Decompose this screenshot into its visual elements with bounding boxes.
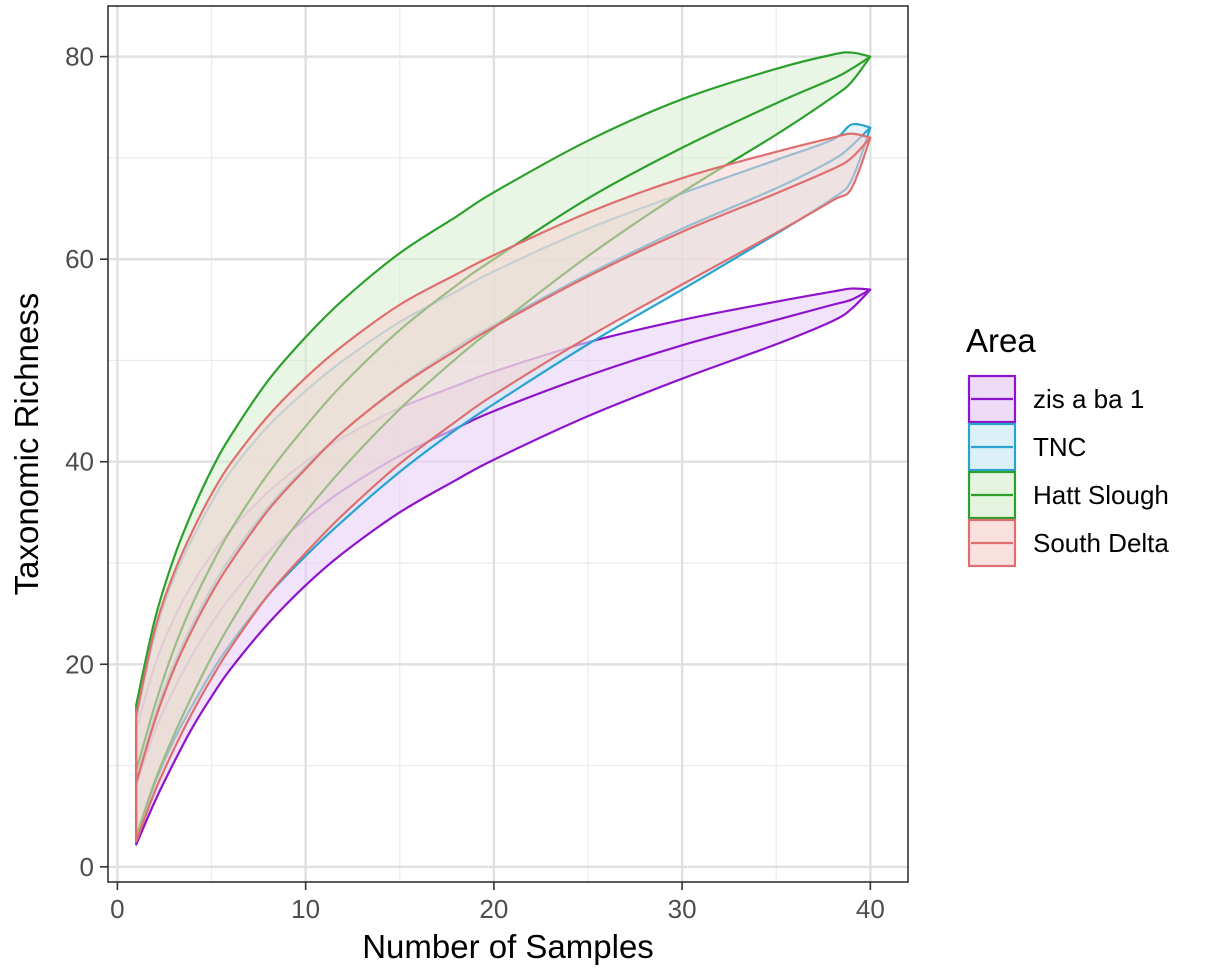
legend-item: South Delta <box>967 518 1169 568</box>
y-axis-title: Taxonomic Richness <box>8 293 45 596</box>
y-tick-label: 20 <box>65 649 94 679</box>
y-tick-label: 60 <box>65 244 94 274</box>
legend-label: Hatt Slough <box>1033 480 1169 510</box>
y-tick-label: 40 <box>65 447 94 477</box>
legend-items: zis a ba 1 TNC Hatt Slough South Delta <box>967 374 1169 568</box>
x-tick-label: 20 <box>479 894 508 924</box>
y-tick-label: 0 <box>80 852 94 882</box>
legend-label: zis a ba 1 <box>1033 384 1144 414</box>
plot-border <box>107 5 909 883</box>
legend-item: zis a ba 1 <box>967 374 1144 424</box>
legend-label: TNC <box>1033 432 1086 462</box>
x-tick-label: 40 <box>856 894 885 924</box>
legend-label: South Delta <box>1033 528 1169 558</box>
series-layer <box>135 51 872 846</box>
y-axis: 0 20 40 60 80 <box>65 42 108 882</box>
x-axis: 0 10 20 30 40 <box>110 882 885 924</box>
y-tick-label: 80 <box>65 42 94 72</box>
x-tick-label: 30 <box>668 894 697 924</box>
legend-item: Hatt Slough <box>967 470 1169 520</box>
x-axis-title: Number of Samples <box>362 928 654 965</box>
x-tick-label: 0 <box>110 894 124 924</box>
series-line <box>135 136 872 784</box>
legend-title: Area <box>966 322 1036 359</box>
x-tick-label: 10 <box>291 894 320 924</box>
legend: Area zis a ba 1 TNC Hatt Slough South Delta <box>966 322 1169 568</box>
legend-item: TNC <box>967 422 1086 472</box>
plot-panel <box>107 5 909 883</box>
series-group <box>135 132 872 843</box>
